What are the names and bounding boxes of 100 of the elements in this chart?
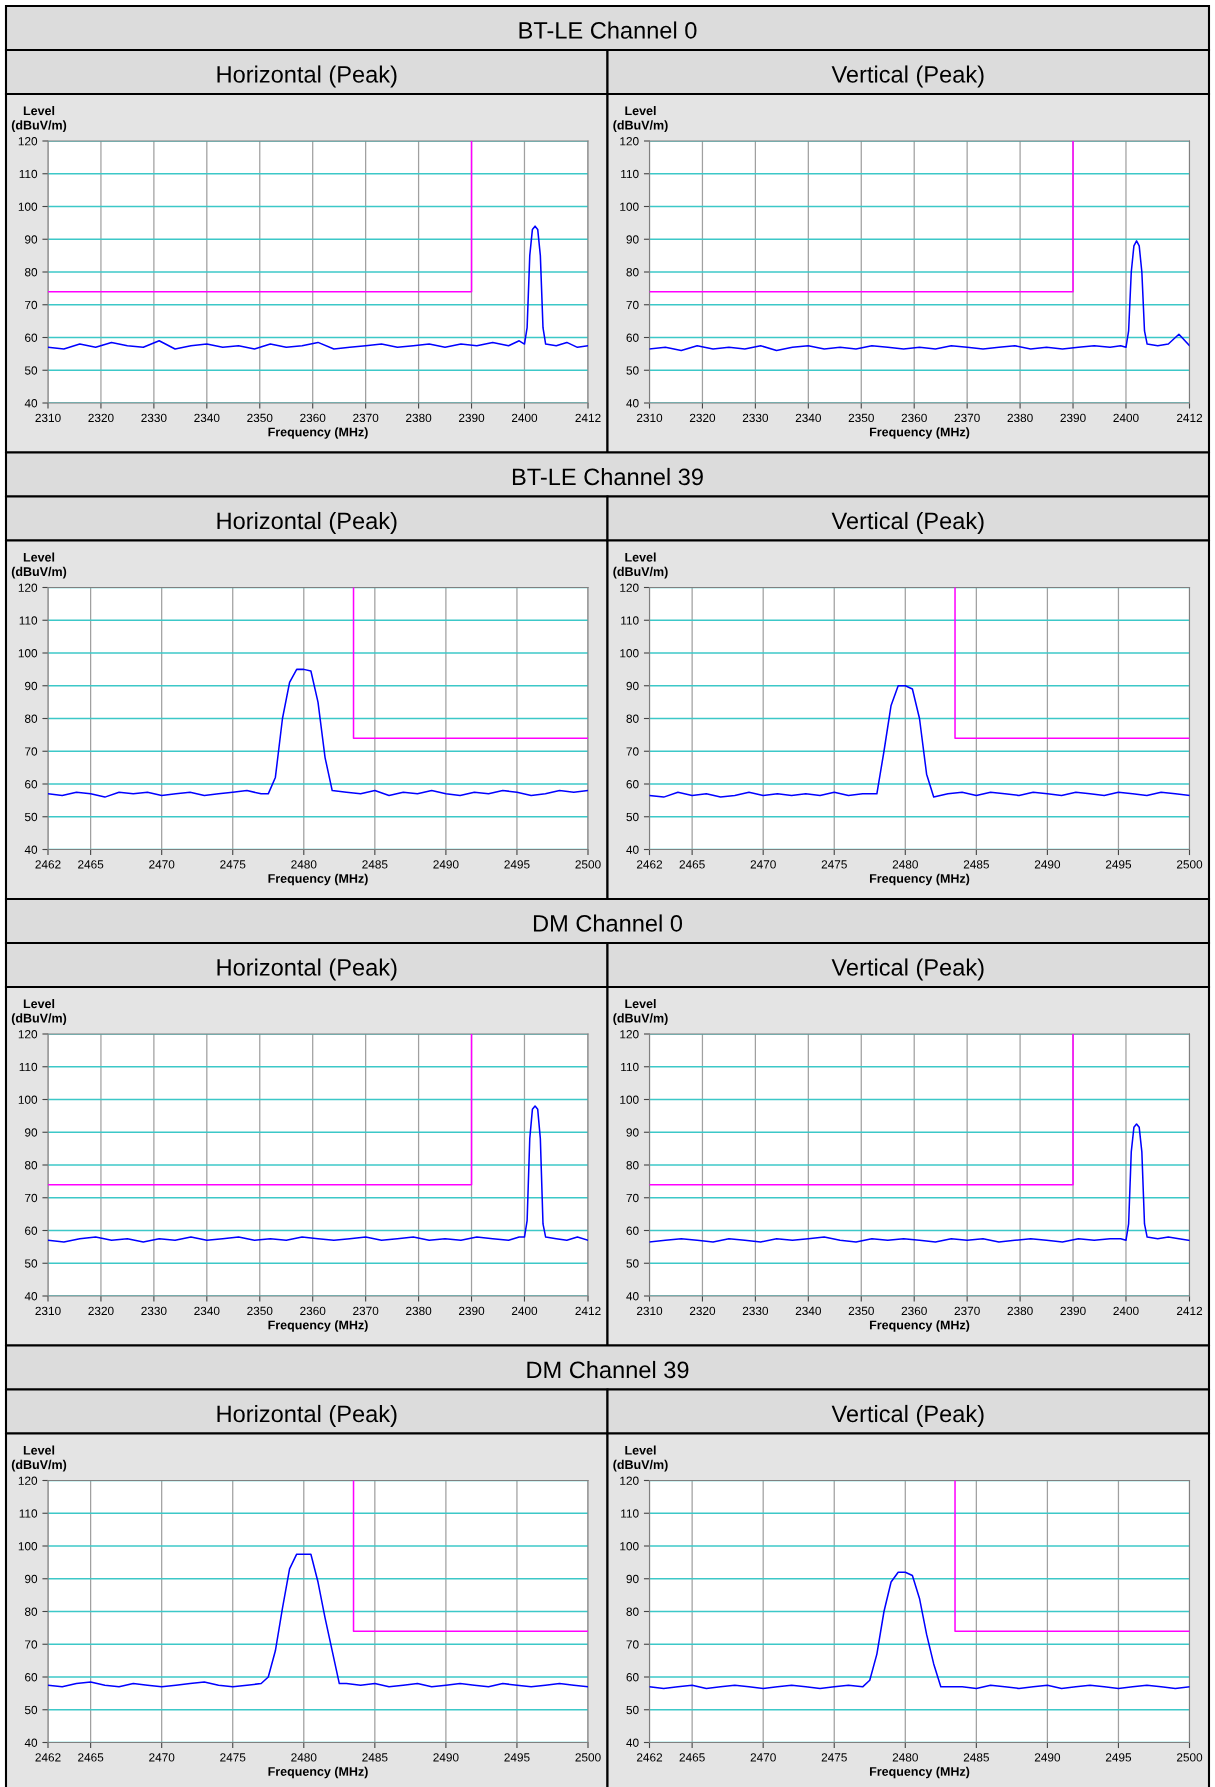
x-tick-label: 2400 xyxy=(511,413,538,423)
x-tick-label: 2495 xyxy=(504,1753,530,1762)
y-tick-label: 100 xyxy=(18,649,38,658)
x-tick-label: 2330 xyxy=(141,413,167,423)
y-tick-label: 110 xyxy=(621,169,639,179)
x-tick-label: 2380 xyxy=(406,413,432,423)
x-tick-label: 2320 xyxy=(689,1306,716,1316)
x-tick-label: 2480 xyxy=(892,1753,918,1762)
x-tick-label: 2412 xyxy=(1176,413,1203,422)
x-tick-label: 2485 xyxy=(362,860,388,869)
y-tick-label: 60 xyxy=(25,780,38,789)
x-tick-label: 2412 xyxy=(575,413,601,422)
line-series xyxy=(649,684,1190,798)
chart-subtitle: Vertical (Peak) xyxy=(831,511,984,534)
y-tick-label: 60 xyxy=(25,1226,38,1235)
x-tick-label: 2500 xyxy=(575,860,601,869)
line-series xyxy=(48,1553,588,1688)
y-tick-label: 40 xyxy=(24,399,38,408)
x-tick-label: 2380 xyxy=(1007,1306,1033,1316)
x-tick-label: 2360 xyxy=(901,1306,927,1316)
y-tick-label: 110 xyxy=(19,169,38,179)
x-tick-label: 2340 xyxy=(795,1306,821,1316)
x-tick-label: 2310 xyxy=(35,1306,61,1316)
chart-subtitle: Vertical (Peak) xyxy=(831,65,984,88)
x-tick-label: 2480 xyxy=(291,860,317,869)
x-tick-label: 2495 xyxy=(1105,860,1132,869)
y-tick-label: 110 xyxy=(19,616,38,625)
x-tick-label: 2360 xyxy=(300,413,326,423)
y-tick-label: 70 xyxy=(626,1193,639,1203)
chart-title: BT-LE Channel 39 xyxy=(512,467,703,486)
chart-subtitle: Horizontal (Peak) xyxy=(217,511,397,534)
x-tick-label: 2390 xyxy=(1060,413,1086,423)
x-axis-title: Frequency (MHz) xyxy=(268,873,368,886)
y-axis-title: Level (dBuV/m) xyxy=(11,552,67,579)
y-tick-label: 90 xyxy=(626,1128,639,1137)
x-tick-label: 2462 xyxy=(636,860,663,869)
y-axis-title: Level (dBuV/m) xyxy=(11,998,67,1026)
x-tick-label: 2380 xyxy=(1007,413,1033,423)
x-tick-label: 2330 xyxy=(141,1306,167,1316)
x-tick-label: 2390 xyxy=(1060,1306,1086,1316)
x-tick-label: 2465 xyxy=(78,860,104,869)
x-tick-label: 2490 xyxy=(1034,1753,1061,1762)
y-tick-label: 60 xyxy=(626,780,639,789)
x-tick-label: 2495 xyxy=(504,860,530,869)
x-tick-label: 2330 xyxy=(742,1306,769,1316)
line-series xyxy=(48,668,588,798)
x-tick-label: 2360 xyxy=(901,413,927,423)
y-tick-label: 40 xyxy=(24,845,38,854)
x-tick-label: 2380 xyxy=(406,1306,432,1316)
line-series xyxy=(48,225,588,350)
y-axis-title: Level (dBuV/m) xyxy=(613,552,668,579)
y-tick-label: 50 xyxy=(626,1705,639,1715)
y-tick-label: 70 xyxy=(25,747,38,756)
x-tick-label: 2475 xyxy=(821,1753,847,1762)
y-tick-label: 120 xyxy=(620,137,639,146)
x-tick-label: 2470 xyxy=(149,1753,175,1762)
x-tick-label: 2495 xyxy=(1105,1753,1132,1762)
y-tick-label: 90 xyxy=(25,1574,38,1584)
y-tick-label: 60 xyxy=(25,333,38,342)
y-tick-label: 70 xyxy=(25,300,38,310)
x-axis-title: Frequency (MHz) xyxy=(268,1320,368,1332)
y-tick-label: 120 xyxy=(620,1030,639,1039)
x-tick-label: 2412 xyxy=(575,1306,601,1315)
y-tick-label: 120 xyxy=(18,1030,38,1039)
y-tick-label: 70 xyxy=(626,300,639,310)
y-tick-label: 70 xyxy=(626,747,639,756)
x-tick-label: 2370 xyxy=(353,413,379,423)
chart-title: BT-LE Channel 0 xyxy=(519,21,697,39)
y-tick-label: 50 xyxy=(626,812,639,822)
y-tick-label: 90 xyxy=(626,681,639,691)
x-tick-label: 2310 xyxy=(636,1306,663,1316)
y-tick-label: 120 xyxy=(620,1476,639,1485)
y-tick-label: 100 xyxy=(620,1542,639,1551)
y-tick-label: 100 xyxy=(620,649,639,658)
chart-subtitle: Vertical (Peak) xyxy=(831,1404,984,1427)
line-series xyxy=(48,1105,588,1243)
y-axis-title: Level (dBuV/m) xyxy=(11,105,67,133)
y-tick-label: 100 xyxy=(620,1095,639,1104)
y-tick-label: 100 xyxy=(18,1095,38,1104)
x-tick-label: 2360 xyxy=(300,1306,326,1316)
y-axis-title: Level (dBuV/m) xyxy=(11,1445,67,1472)
x-tick-label: 2412 xyxy=(1176,1306,1203,1315)
x-tick-label: 2340 xyxy=(795,413,821,423)
x-tick-label: 2350 xyxy=(247,413,273,423)
y-tick-label: 70 xyxy=(25,1640,38,1649)
x-tick-label: 2370 xyxy=(954,1306,980,1316)
x-tick-label: 2340 xyxy=(194,413,220,423)
y-axis-title: Level (dBuV/m) xyxy=(613,1445,668,1472)
x-tick-label: 2485 xyxy=(362,1753,388,1762)
y-tick-label: 40 xyxy=(626,1292,639,1301)
y-tick-label: 120 xyxy=(18,137,38,146)
x-tick-label: 2490 xyxy=(1034,860,1061,869)
y-tick-label: 50 xyxy=(24,1705,38,1715)
x-tick-label: 2490 xyxy=(433,860,459,869)
y-tick-label: 90 xyxy=(25,235,38,244)
x-tick-label: 2500 xyxy=(1176,1753,1203,1762)
x-tick-label: 2475 xyxy=(220,860,246,869)
y-tick-label: 90 xyxy=(626,1574,639,1584)
x-tick-label: 2350 xyxy=(247,1306,273,1316)
x-axis-title: Frequency (MHz) xyxy=(268,427,368,439)
